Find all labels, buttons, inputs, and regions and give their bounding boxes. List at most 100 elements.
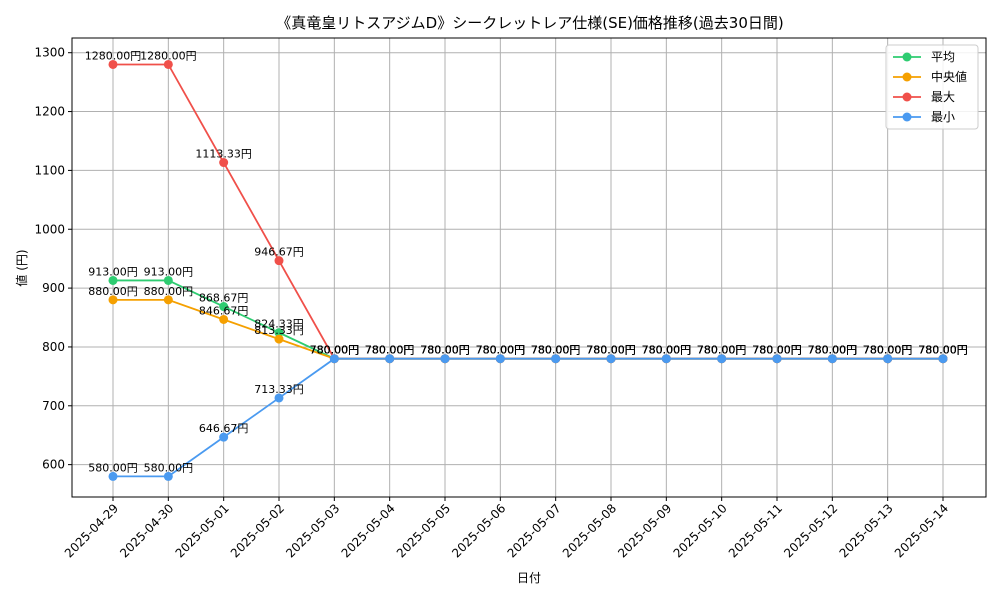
legend-label: 平均 xyxy=(931,50,955,64)
x-tick-label: 2025-05-10 xyxy=(671,501,730,560)
data-label: 780.00円 xyxy=(697,344,747,357)
data-label: 780.00円 xyxy=(863,344,913,357)
x-tick-label: 2025-05-09 xyxy=(615,501,674,560)
data-point xyxy=(495,354,505,364)
data-point xyxy=(329,354,339,364)
data-label: 780.00円 xyxy=(808,344,858,357)
legend-item: 平均 xyxy=(893,50,955,64)
data-point xyxy=(163,275,173,285)
x-tick-label: 2025-05-07 xyxy=(505,501,564,560)
grid xyxy=(72,38,986,497)
data-label: 813.33円 xyxy=(254,324,304,337)
data-label: 780.00円 xyxy=(752,344,802,357)
data-label: 780.00円 xyxy=(310,344,360,357)
data-label: 780.00円 xyxy=(586,344,636,357)
legend-box xyxy=(885,44,979,130)
data-label: 780.00円 xyxy=(531,344,581,357)
data-label: 780.00円 xyxy=(420,344,470,357)
chart-title: 《真竜皇リトスアジムD》シークレットレア仕様(SE)価格推移(過去30日間) xyxy=(276,14,783,32)
data-label: 580.00円 xyxy=(88,461,138,474)
data-label: 1113.33円 xyxy=(195,148,252,161)
data-label: 846.67円 xyxy=(199,304,249,317)
data-point xyxy=(606,354,616,364)
legend-label: 最小 xyxy=(931,110,955,124)
data-point xyxy=(772,354,782,364)
data-point xyxy=(274,393,284,403)
x-tick-label: 2025-05-05 xyxy=(394,501,453,560)
legend-swatch-marker xyxy=(902,72,912,82)
legend-swatch-marker xyxy=(902,112,912,122)
data-label: 780.00円 xyxy=(531,344,581,357)
plot-frame xyxy=(71,37,987,498)
data-label: 780.00円 xyxy=(476,344,526,357)
data-point xyxy=(163,59,173,69)
data-label: 780.00円 xyxy=(476,344,526,357)
data-label: 780.00円 xyxy=(642,344,692,357)
data-point xyxy=(219,314,229,324)
data-point xyxy=(440,354,450,364)
y-tick-label: 1300 xyxy=(34,46,65,60)
data-label: 780.00円 xyxy=(642,344,692,357)
y-tick-label: 600 xyxy=(42,458,65,472)
legend-item: 中央値 xyxy=(893,69,967,84)
data-label: 1280.00円 xyxy=(85,49,142,62)
data-label: 780.00円 xyxy=(420,344,470,357)
data-label: 780.00円 xyxy=(420,344,470,357)
data-label: 780.00円 xyxy=(420,344,470,357)
data-point xyxy=(108,59,118,69)
data-label: 868.67円 xyxy=(199,292,249,305)
series-line xyxy=(113,357,943,478)
data-label: 780.00円 xyxy=(752,344,802,357)
data-point xyxy=(219,158,229,168)
data-point xyxy=(219,302,229,312)
data-label: 946.67円 xyxy=(254,246,304,259)
data-label: 780.00円 xyxy=(586,344,636,357)
x-tick-label: 2025-05-14 xyxy=(892,501,951,560)
data-point xyxy=(717,354,727,364)
x-tick-label: 2025-05-06 xyxy=(449,501,508,560)
data-point xyxy=(385,354,395,364)
data-label: 780.00円 xyxy=(310,344,360,357)
legend-swatch-marker xyxy=(902,52,912,62)
data-label: 646.67円 xyxy=(199,422,249,435)
x-tick-label: 2025-05-02 xyxy=(228,501,287,560)
data-label: 780.00円 xyxy=(365,344,415,357)
data-point xyxy=(938,354,948,364)
data-label: 780.00円 xyxy=(365,344,415,357)
x-tick-label: 2025-05-12 xyxy=(781,501,840,560)
data-label: 780.00円 xyxy=(310,344,360,357)
data-label: 1280.00円 xyxy=(140,49,197,62)
data-label: 780.00円 xyxy=(642,344,692,357)
data-point xyxy=(551,354,561,364)
y-tick-label: 1100 xyxy=(34,163,65,177)
data-label: 780.00円 xyxy=(918,344,968,357)
series-最大 xyxy=(108,59,948,364)
y-axis-label: 値 (円) xyxy=(14,249,29,286)
data-point xyxy=(661,354,671,364)
data-label: 780.00円 xyxy=(310,344,360,357)
data-label: 780.00円 xyxy=(863,344,913,357)
data-label: 780.00円 xyxy=(918,344,968,357)
y-axis-ticks: 600 700 800 900 1000 1100 1200 1300 xyxy=(34,46,72,472)
data-point xyxy=(274,328,284,338)
data-label: 880.00円 xyxy=(144,285,194,298)
data-label: 780.00円 xyxy=(808,344,858,357)
data-label: 780.00円 xyxy=(531,344,581,357)
data-point xyxy=(827,354,837,364)
y-tick-label: 1000 xyxy=(34,222,65,236)
data-point xyxy=(108,275,118,285)
y-tick-label: 700 xyxy=(42,399,65,413)
data-label: 780.00円 xyxy=(863,344,913,357)
data-label: 780.00円 xyxy=(918,344,968,357)
data-point xyxy=(108,471,118,481)
legend-swatch-marker xyxy=(902,92,912,102)
data-label: 580.00円 xyxy=(144,461,194,474)
x-tick-label: 2025-05-08 xyxy=(560,501,619,560)
x-axis-ticks: 2025-04-292025-04-302025-05-012025-05-02… xyxy=(62,497,951,560)
data-label: 780.00円 xyxy=(476,344,526,357)
data-label: 780.00円 xyxy=(697,344,747,357)
x-axis-label: 日付 xyxy=(517,571,541,585)
data-label: 780.00円 xyxy=(642,344,692,357)
series-最小 xyxy=(108,354,948,481)
